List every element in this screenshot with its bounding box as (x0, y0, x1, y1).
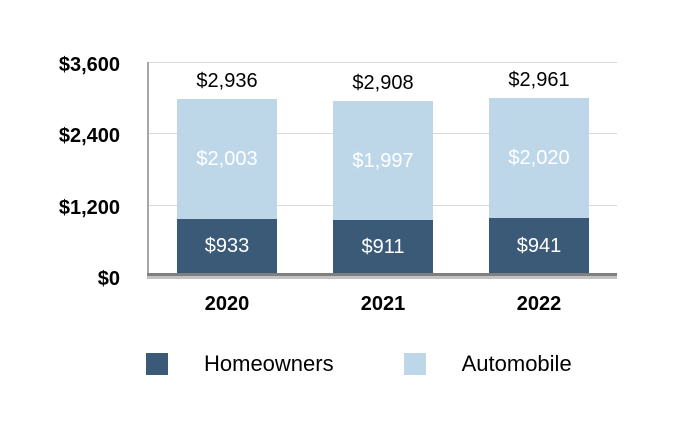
bar-segment-homeowners-2021: $911 (333, 219, 433, 274)
legend-item-automobile: Automobile (403, 351, 572, 376)
bar-segment-value-label: $933 (204, 235, 250, 258)
bar-segment-value-label: $911 (361, 235, 405, 258)
bar-total-label: $2,961 (508, 68, 570, 91)
y-axis-tick-label: $3,600 (58, 54, 120, 76)
bar-segment-homeowners-2022: $941 (489, 218, 589, 274)
bar-total-label: $2,936 (196, 70, 258, 93)
x-axis-category-label: 2022 (516, 293, 562, 315)
gridline (149, 62, 617, 63)
bar-total-label: $2,908 (352, 72, 414, 95)
bar-segment-automobile-2020: $2,003 (177, 99, 277, 219)
x-axis-category-label: 2021 (360, 293, 406, 315)
y-axis-tick-label: $1,200 (58, 196, 120, 219)
y-axis-tick-label: $2,400 (58, 125, 120, 148)
bar-segment-automobile-2022: $2,020 (489, 98, 589, 219)
y-axis-tick-label: $0 (97, 268, 120, 290)
legend-label: Automobile (461, 351, 572, 376)
legend-swatch-homeowners (146, 353, 168, 375)
bar-group-2021: $1,997 $911 (333, 101, 433, 274)
legend-item-homeowners: Homeowners (146, 352, 334, 376)
plot-area: $2,003 $933 $1,997 $911 $2,020 $941 (147, 62, 617, 276)
y-axis-line (147, 62, 149, 276)
bar-segment-value-label: $1,997 (352, 149, 414, 172)
bar-segment-automobile-2021: $1,997 (333, 101, 433, 220)
bar-segment-homeowners-2020: $933 (177, 218, 277, 274)
legend-swatch-automobile (403, 353, 426, 375)
x-axis-category-label: 2020 (204, 293, 250, 315)
bar-group-2020: $2,003 $933 (177, 99, 277, 274)
bar-segment-value-label: $2,020 (508, 147, 570, 170)
x-axis-line (147, 273, 617, 276)
legend: Homeowners Automobile (146, 352, 572, 376)
bar-segment-value-label: $941 (516, 235, 562, 258)
legend-label: Homeowners (204, 351, 334, 376)
bar-group-2022: $2,020 $941 (489, 98, 589, 274)
bar-segment-value-label: $2,003 (196, 148, 258, 171)
